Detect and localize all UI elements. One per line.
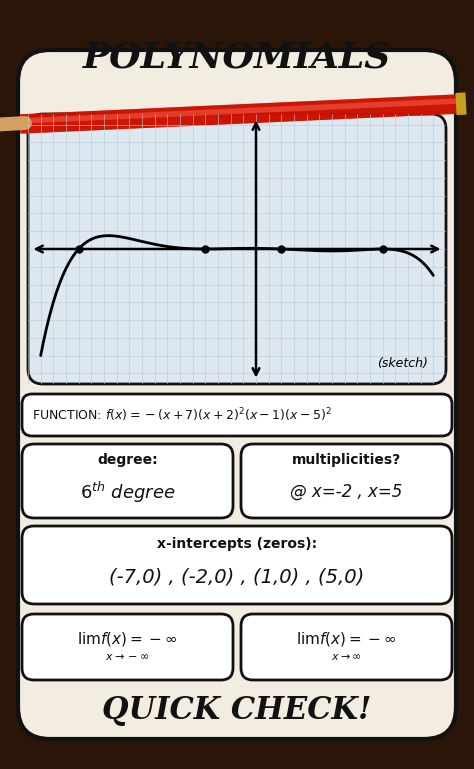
FancyBboxPatch shape: [241, 614, 452, 680]
FancyBboxPatch shape: [22, 526, 452, 604]
Text: $\lim f(x) = -\infty$: $\lim f(x) = -\infty$: [296, 630, 397, 648]
Text: multiplicities?: multiplicities?: [292, 453, 401, 467]
Text: degree:: degree:: [97, 453, 158, 467]
Text: $\lim f(x) = -\infty$: $\lim f(x) = -\infty$: [77, 630, 178, 648]
FancyBboxPatch shape: [22, 394, 452, 436]
FancyBboxPatch shape: [22, 614, 233, 680]
FancyBboxPatch shape: [18, 50, 456, 739]
Text: (-7,0) , (-2,0) , (1,0) , (5,0): (-7,0) , (-2,0) , (1,0) , (5,0): [109, 568, 365, 587]
Text: FUNCTION: $f(x) = -(x+7)(x+2)^2(x-1)(x-5)^2$: FUNCTION: $f(x) = -(x+7)(x+2)^2(x-1)(x-5…: [32, 406, 332, 424]
FancyBboxPatch shape: [22, 444, 233, 518]
Text: x-intercepts (zeros):: x-intercepts (zeros):: [157, 537, 317, 551]
Text: (sketch): (sketch): [377, 357, 428, 370]
FancyBboxPatch shape: [241, 444, 452, 518]
Text: $x\to\infty$: $x\to\infty$: [331, 652, 362, 662]
Text: $x\to-\infty$: $x\to-\infty$: [105, 652, 150, 662]
Text: POLYNOMIALS: POLYNOMIALS: [83, 41, 391, 75]
Text: $6^{th}$ degree: $6^{th}$ degree: [80, 479, 175, 504]
Text: QUICK CHECK!: QUICK CHECK!: [102, 695, 372, 727]
Text: @ x=-2 , x=5: @ x=-2 , x=5: [290, 483, 403, 501]
FancyBboxPatch shape: [28, 114, 446, 384]
